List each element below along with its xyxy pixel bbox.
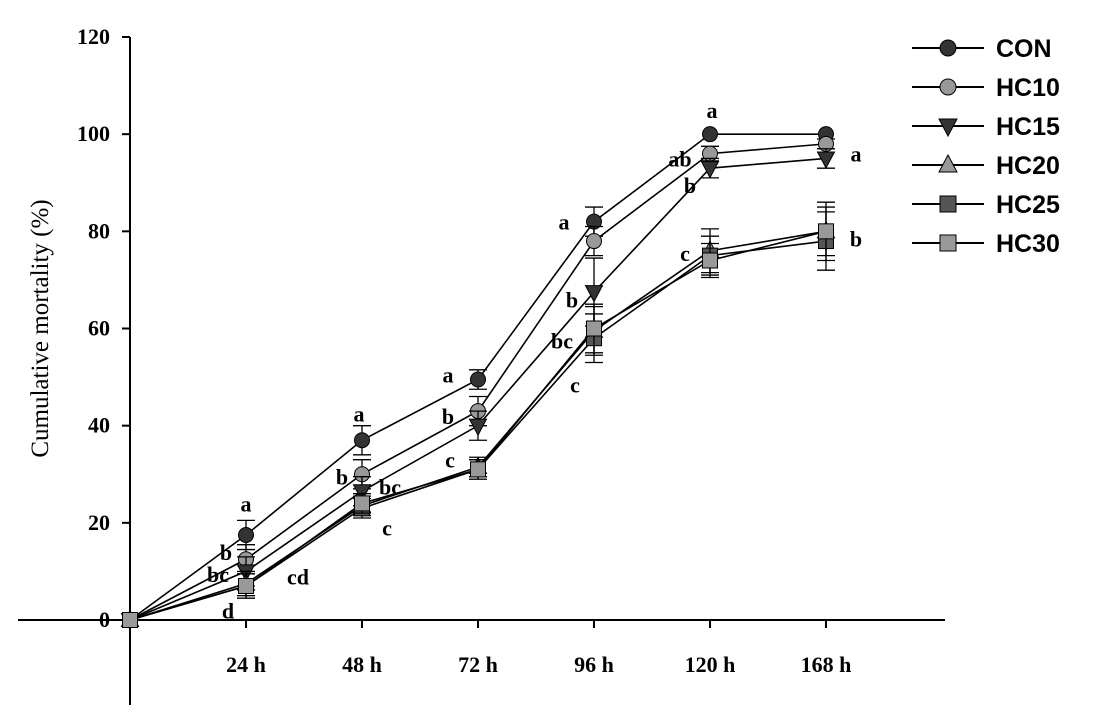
data-point: [122, 612, 138, 628]
significance-label: d: [222, 598, 234, 623]
data-point: [584, 285, 604, 303]
significance-label: b: [442, 404, 454, 429]
significance-label: b: [336, 465, 348, 490]
legend-label: HC20: [996, 152, 1060, 180]
data-point: [702, 252, 718, 269]
significance-label: a: [443, 363, 454, 388]
legend-item-con: CON: [912, 35, 1052, 63]
legend-item-hc10: HC10: [912, 74, 1060, 102]
data-point: [700, 161, 720, 179]
data-point: [238, 577, 254, 594]
significance-label: ab: [668, 146, 691, 171]
x-tick-label: 24 h: [226, 652, 266, 677]
data-point: [586, 233, 602, 250]
y-tick-label: 0: [99, 607, 110, 632]
data-point: [352, 484, 372, 502]
data-point: [354, 432, 370, 449]
legend-label: CON: [996, 35, 1052, 63]
x-tick-label: 48 h: [342, 652, 382, 677]
series-layer: [120, 126, 836, 631]
x-tick-label: 168 h: [801, 652, 852, 677]
data-point: [586, 320, 602, 337]
legend-marker: [938, 153, 958, 173]
x-tick-label: 120 h: [685, 652, 736, 677]
data-point: [816, 151, 836, 170]
significance-label: bc: [379, 474, 401, 499]
legend-marker: [939, 78, 957, 96]
legend-marker: [938, 118, 958, 138]
data-point: [354, 495, 370, 512]
legend-marker: [939, 195, 957, 213]
legend-item-hc15: HC15: [912, 113, 1060, 141]
series-hc30: [122, 201, 835, 628]
y-tick-label: 120: [77, 24, 110, 49]
significance-label: c: [445, 448, 455, 473]
data-point: [238, 526, 254, 543]
legend-label: HC10: [996, 74, 1060, 102]
legend-label: HC25: [996, 191, 1060, 219]
significance-label: a: [241, 491, 252, 516]
y-tick-label: 100: [77, 121, 110, 146]
data-point: [468, 418, 488, 437]
y-tick-label: 20: [88, 510, 110, 535]
significance-label: a: [354, 402, 365, 427]
significance-label: bc: [207, 562, 229, 587]
data-point: [702, 126, 718, 143]
legend-marker: [939, 234, 957, 252]
significance-label: a: [707, 98, 718, 123]
legend-item-hc20: HC20: [912, 152, 1060, 180]
axes: 0 20 40 60 80 100 120 24 h 48 h 72 h 96 h 120 h 168 …: [18, 24, 945, 705]
y-tick-label: 80: [88, 218, 110, 243]
legend-label: HC15: [996, 113, 1060, 141]
x-tick-label: 72 h: [458, 652, 498, 677]
legend: CON HC10 HC15 HC20 HC25 HC30: [912, 35, 1060, 258]
legend-label: HC30: [996, 230, 1060, 258]
significance-label: b: [220, 540, 232, 565]
significance-label: c: [680, 241, 690, 266]
significance-label: b: [566, 287, 578, 312]
data-point: [470, 461, 486, 478]
y-axis-title: Cumulative mortality (%): [27, 199, 54, 457]
significance-label: a: [559, 210, 570, 235]
x-tick-label: 96 h: [574, 652, 614, 677]
significance-label: b: [684, 173, 696, 198]
legend-item-hc25: HC25: [912, 191, 1060, 219]
significance-label: cd: [287, 564, 309, 589]
legend-item-hc30: HC30: [912, 230, 1060, 258]
y-tick-label: 60: [88, 316, 110, 341]
legend-marker: [939, 39, 957, 57]
significance-label: bc: [551, 329, 573, 354]
significance-label: a: [851, 142, 862, 167]
significance-label: c: [570, 372, 580, 397]
data-point: [470, 371, 486, 388]
y-tick-label: 40: [88, 413, 110, 438]
significance-label: c: [382, 516, 392, 541]
data-point: [818, 223, 834, 240]
significance-label: b: [850, 227, 862, 252]
